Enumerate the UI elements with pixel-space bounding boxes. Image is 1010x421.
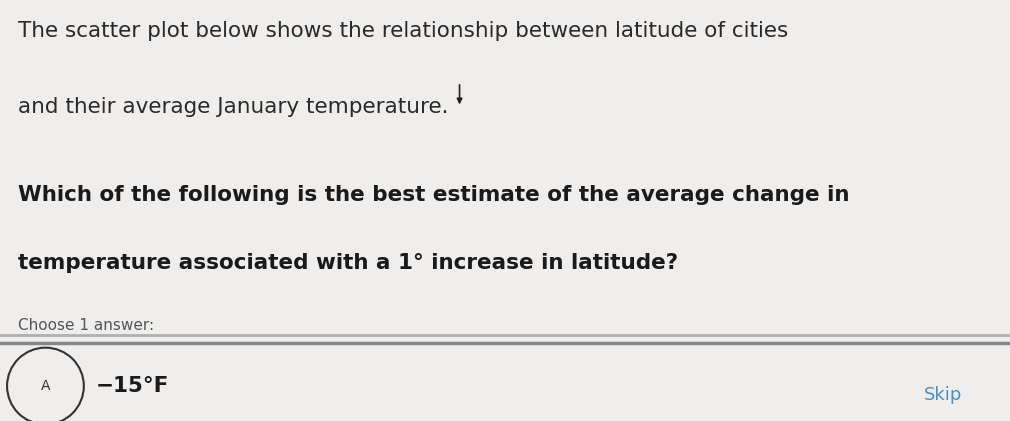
Text: Which of the following is the best estimate of the average change in: Which of the following is the best estim… xyxy=(18,185,849,205)
Text: Skip: Skip xyxy=(924,386,963,404)
Text: −15°F: −15°F xyxy=(96,376,170,396)
Text: and their average January temperature.: and their average January temperature. xyxy=(18,97,448,117)
Text: temperature associated with a 1° increase in latitude?: temperature associated with a 1° increas… xyxy=(18,253,679,273)
Text: A: A xyxy=(40,379,50,393)
Text: Choose 1 answer:: Choose 1 answer: xyxy=(18,318,155,333)
Text: The scatter plot below shows the relationship between latitude of cities: The scatter plot below shows the relatio… xyxy=(18,21,789,41)
